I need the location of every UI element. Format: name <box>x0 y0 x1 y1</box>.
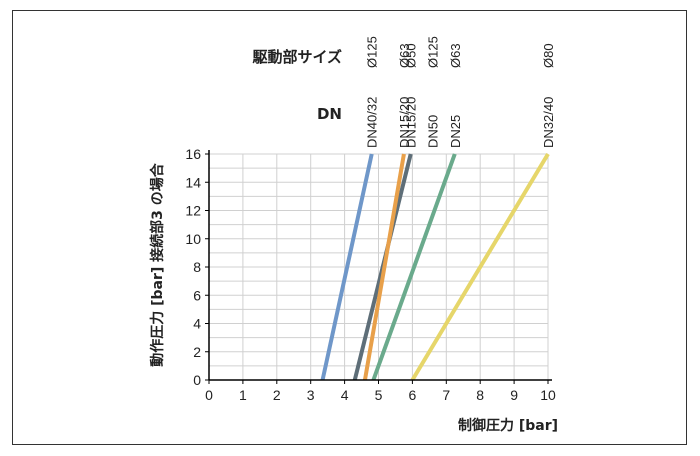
series-line-3 <box>362 153 406 381</box>
y-tick-label: 8 <box>193 259 201 275</box>
axes <box>208 150 552 381</box>
drive-size-header: 駆動部サイズ <box>252 48 342 66</box>
y-tick-label: 6 <box>193 287 201 303</box>
top-label-dn: DN32/40 <box>541 97 556 148</box>
x-tick-label: 2 <box>273 387 281 403</box>
top-label-dn: DN15/20 <box>404 97 419 148</box>
series-line-4 <box>371 153 457 381</box>
series-group <box>320 152 550 382</box>
x-tick-label: 1 <box>239 387 247 403</box>
x-tick-label: 4 <box>341 387 349 403</box>
y-tick-label: 0 <box>193 372 201 388</box>
x-tick-label: 10 <box>540 387 556 403</box>
x-tick-label: 8 <box>476 387 484 403</box>
chart-frame <box>12 10 687 445</box>
series-line-5 <box>410 152 550 382</box>
y-axis-label: 動作圧力 [bar] 接続部3 の場合 <box>149 162 166 367</box>
top-label-size: Ø80 <box>541 43 556 68</box>
dn-header: DN <box>317 105 342 123</box>
top-label-size: Ø50 <box>404 43 419 68</box>
top-label-dn: DN50 <box>426 115 441 148</box>
top-label-size: Ø125 <box>365 36 380 68</box>
x-tick-label: 7 <box>442 387 450 403</box>
x-tick-label: 5 <box>375 387 383 403</box>
series-line-1 <box>320 153 374 381</box>
y-tick-label: 12 <box>185 203 201 219</box>
top-label-dn: DN40/32 <box>365 97 380 148</box>
x-tick-label: 3 <box>307 387 315 403</box>
y-tick-label: 4 <box>193 316 201 332</box>
top-label-dn: DN15/20 <box>397 97 412 148</box>
x-axis-label: 制御圧力 [bar] <box>458 417 558 434</box>
grid <box>208 153 549 381</box>
x-tick-label: 6 <box>409 387 417 403</box>
y-tick-label: 2 <box>193 344 201 360</box>
y-tick-label: 14 <box>185 174 201 190</box>
top-labels: DN40/32 Ø125 DN15/20 Ø63 DN15/20 Ø50 DN50 Ø125 D… <box>365 36 556 148</box>
top-label-size: Ø63 <box>397 43 412 68</box>
top-label-dn: DN25 <box>448 115 463 148</box>
y-tick-label: 16 <box>185 146 201 162</box>
x-tick-label: 9 <box>510 387 518 403</box>
top-label-size: Ø125 <box>426 36 441 68</box>
x-tick-label: 0 <box>205 387 213 403</box>
top-label-size: Ø63 <box>448 43 463 68</box>
y-tick-label: 10 <box>185 231 201 247</box>
